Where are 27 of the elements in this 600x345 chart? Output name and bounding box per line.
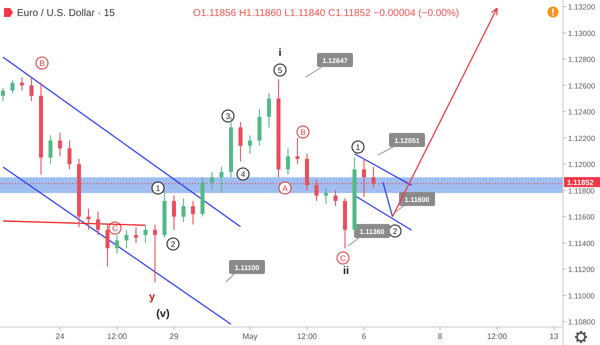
text: O1.11856 H1.11860 L1.11840 C1.11852 −0.00004 (−0.00%) bbox=[193, 8, 460, 19]
x-tick-label: 12:00 bbox=[296, 332, 318, 341]
x-tick-label: 6 bbox=[362, 332, 367, 341]
annotation: 3 bbox=[226, 112, 231, 121]
x-tick-label: 8 bbox=[438, 332, 443, 341]
annotation: 5 bbox=[278, 66, 283, 75]
annotation: 2 bbox=[392, 227, 398, 236]
x-tick-label: 13 bbox=[550, 332, 559, 341]
annotation: y bbox=[148, 291, 156, 303]
annotation: (v) bbox=[156, 308, 170, 320]
annotation: B bbox=[39, 59, 45, 68]
annotation: 2 bbox=[170, 240, 176, 249]
annotation: ii bbox=[342, 265, 350, 277]
annotation: B bbox=[300, 128, 306, 137]
annotation: i bbox=[278, 47, 282, 59]
annotation: A bbox=[282, 184, 288, 193]
annotation: 1 bbox=[156, 184, 161, 193]
x-tick-label: May bbox=[242, 332, 258, 341]
annotation: C bbox=[112, 224, 118, 233]
annotation: 1 bbox=[356, 143, 361, 152]
annotation: 4 bbox=[240, 170, 246, 179]
x-tick-label: 29 bbox=[170, 332, 179, 341]
annotation: C bbox=[340, 254, 346, 263]
x-tick-label: 12:00 bbox=[486, 332, 508, 341]
x-tick-label: 24 bbox=[56, 332, 65, 341]
x-tick-label: 12:00 bbox=[106, 332, 128, 341]
text: Euro / U.S. Dollar · 15 bbox=[17, 8, 116, 19]
